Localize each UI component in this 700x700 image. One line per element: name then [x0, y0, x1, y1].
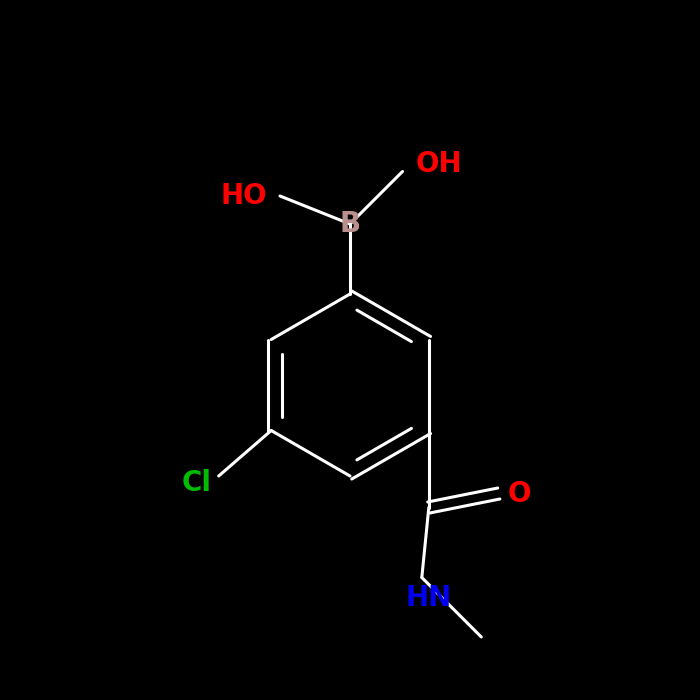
Text: OH: OH [416, 150, 462, 178]
Text: B: B [340, 210, 360, 238]
Text: HO: HO [220, 182, 267, 210]
Text: Cl: Cl [181, 469, 211, 497]
Text: HN: HN [406, 584, 452, 612]
Text: O: O [508, 480, 531, 508]
